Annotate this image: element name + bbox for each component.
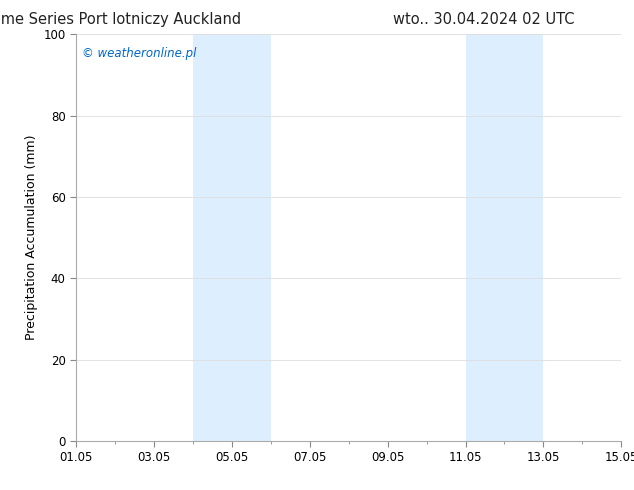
Text: wto.. 30.04.2024 02 UTC: wto.. 30.04.2024 02 UTC	[393, 12, 574, 27]
Bar	[465, 34, 543, 441]
Bar	[193, 34, 271, 441]
Text: © weatheronline.pl: © weatheronline.pl	[82, 47, 196, 59]
Y-axis label: Precipitation Accumulation (mm): Precipitation Accumulation (mm)	[25, 135, 38, 341]
Text: ECMW-ENS Time Series Port lotniczy Auckland: ECMW-ENS Time Series Port lotniczy Auckl…	[0, 12, 241, 27]
